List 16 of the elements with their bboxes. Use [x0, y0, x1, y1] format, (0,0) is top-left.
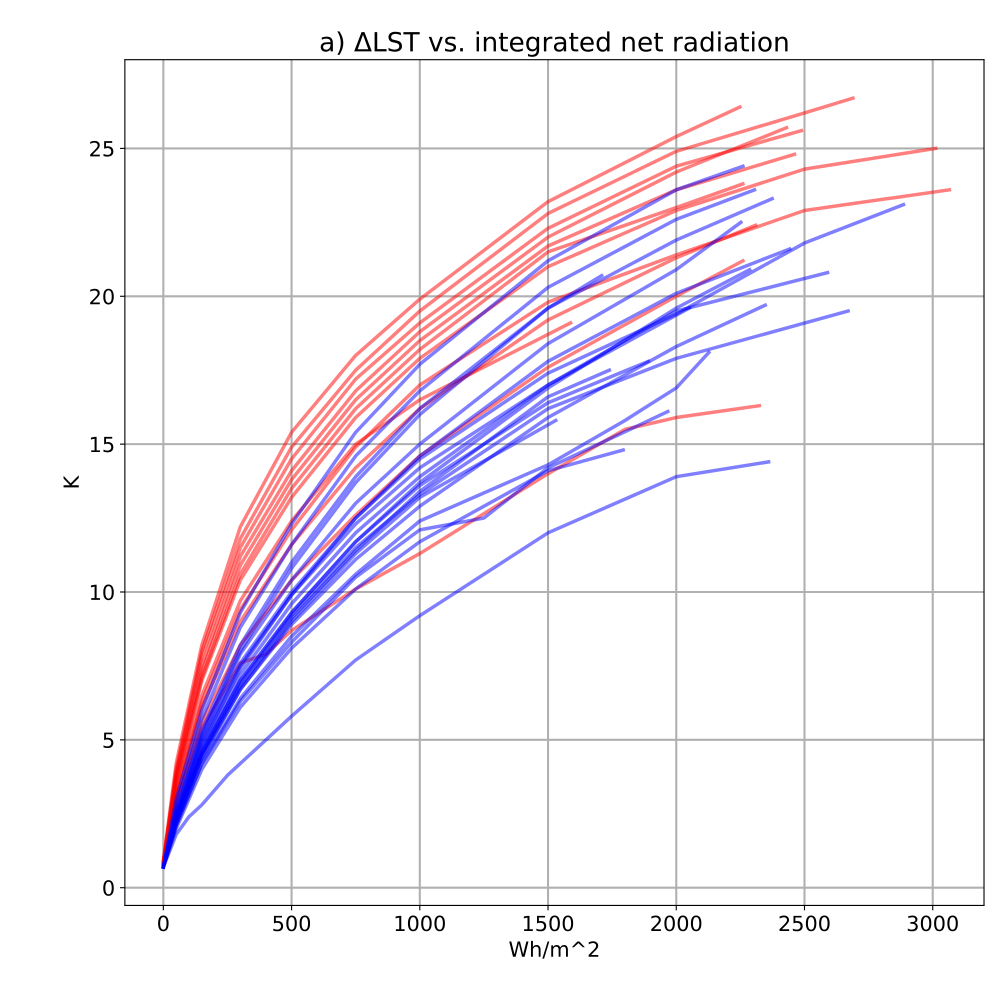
x-tick-label: 2500: [780, 916, 830, 932]
y-tick-label: 5: [104, 732, 114, 748]
y-tick-label: 25: [90, 140, 114, 157]
y-tick-label: 10: [90, 584, 114, 600]
x-tick-label: 500: [273, 916, 310, 932]
y-tick-label: 0: [103, 880, 114, 896]
x-tick-label: 2000: [651, 916, 702, 932]
x-tick-label: 1500: [524, 916, 574, 932]
y-tick-label: 15: [90, 436, 114, 452]
chart-title: a) ΔLST vs. integrated net radiation: [320, 31, 788, 57]
y-axis-title: K: [64, 475, 79, 488]
x-axis-title: Wh/m^2: [509, 940, 598, 959]
x-tick-label: 1000: [396, 916, 445, 932]
x-tick-label: 0: [158, 916, 169, 932]
y-tick-label: 20: [90, 288, 114, 304]
x-tick-label: 3000: [908, 916, 958, 932]
